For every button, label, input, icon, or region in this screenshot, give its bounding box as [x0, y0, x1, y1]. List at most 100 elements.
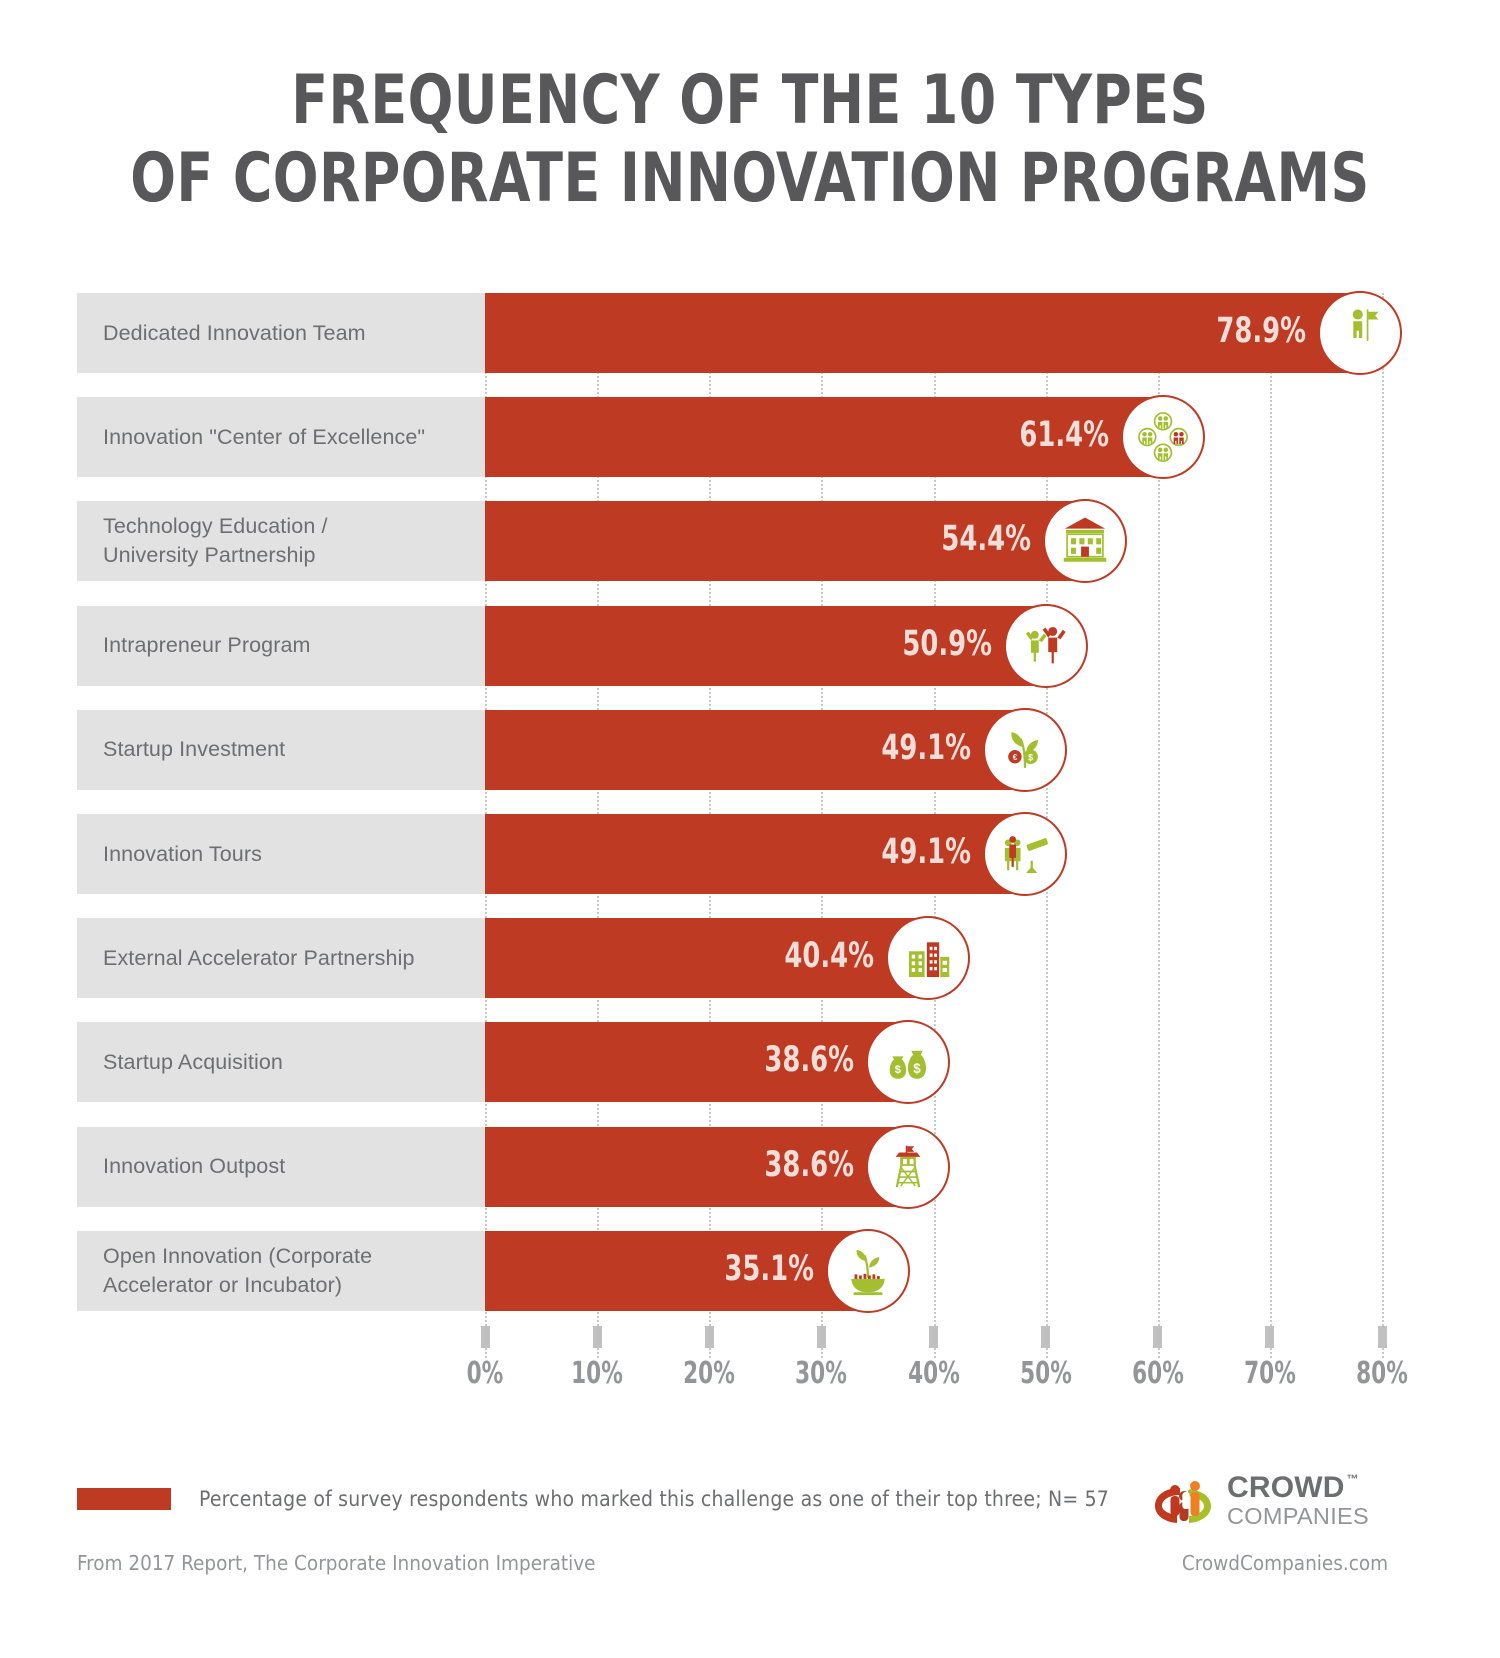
bar-value-label: 38.6% [764, 1144, 854, 1185]
category-label-line-1: Technology Education / [103, 514, 328, 539]
seedling-bowl-icon [826, 1228, 911, 1313]
axis-tick-mark [929, 1326, 938, 1348]
bar-value-label: 38.6% [764, 1040, 854, 1081]
page-title: FREQUENCY OF THE 10 TYPES OF CORPORATE I… [90, 62, 1410, 218]
people-raising-hands-icon [1003, 603, 1088, 688]
axis-tick-mark [704, 1326, 714, 1348]
legend-label: Percentage of survey respondents who mar… [199, 1487, 1110, 1511]
source-attribution: From 2017 Report, The Corporate Innovati… [77, 1551, 596, 1575]
category-label-line-1: Open Innovation (Corporate [103, 1243, 373, 1268]
category-label: Open Innovation (Corporate Accelerator or… [77, 1242, 372, 1300]
category-label-line-1: Innovation Tours [103, 841, 262, 866]
bar [485, 397, 1174, 478]
bar [485, 709, 1036, 790]
bar [485, 1126, 918, 1207]
watchtower-icon [865, 1124, 950, 1209]
category-label: Innovation Tours [77, 840, 262, 869]
category-label-band: Innovation Outpost [77, 1126, 485, 1207]
bar-value-label: 61.4% [1019, 415, 1110, 456]
axis-tick-mark [592, 1326, 602, 1348]
axis-tick-label: 20% [683, 1356, 736, 1391]
bar [485, 918, 938, 999]
title-line-2: OF CORPORATE INNOVATION PROGRAMS [130, 139, 1370, 218]
category-label: Innovation "Center of Excellence" [77, 423, 425, 452]
category-label-line-1: External Accelerator Partnership [103, 945, 415, 970]
category-label-line-1: Startup Acquisition [103, 1049, 283, 1074]
category-label: External Accelerator Partnership [77, 944, 415, 973]
axis-tick-label: 60% [1131, 1356, 1184, 1391]
bar-value-label: 78.9% [1215, 311, 1306, 351]
bar-value-label: 50.9% [902, 623, 992, 664]
axis-tick-mark [816, 1326, 826, 1348]
axis-tick-label: 80% [1356, 1356, 1408, 1391]
axis-tick-label: 70% [1244, 1356, 1296, 1391]
axis-tick-mark [480, 1326, 490, 1348]
category-label: Startup Investment [77, 735, 285, 764]
category-label: Intrapreneur Program [77, 631, 311, 660]
axis-tick-label: 50% [1019, 1356, 1072, 1391]
category-label: Dedicated Innovation Team [77, 319, 366, 348]
bar [485, 814, 1036, 894]
axis-tick-label: 10% [571, 1356, 623, 1391]
category-label-band: Startup Acquisition [77, 1022, 485, 1103]
category-label-band: Innovation Tours [77, 814, 485, 894]
category-label-line-1: Dedicated Innovation Team [103, 320, 366, 345]
logo-name-row: CROWD ™ [1227, 1473, 1369, 1503]
bar [485, 605, 1056, 686]
person-with-flag-icon [1317, 291, 1402, 375]
legend-color-swatch [77, 1488, 171, 1510]
category-label-band: Intrapreneur Program [77, 605, 485, 686]
gridline [1157, 293, 1160, 1358]
axis-tick-mark [1153, 1326, 1163, 1348]
axis-tick-mark [1377, 1326, 1387, 1348]
bar [485, 1230, 879, 1311]
bar-value-label: 49.1% [881, 727, 972, 768]
axis-tick-label: 30% [795, 1356, 848, 1391]
category-label-line-1: Intrapreneur Program [103, 633, 311, 658]
category-label: Innovation Outpost [77, 1152, 285, 1181]
crowd-companies-logo[interactable]: CROWD ™ COMPANIES [1150, 1468, 1420, 1534]
category-label-band: Technology Education / University Partner… [77, 501, 485, 582]
axis-tick-mark [1265, 1326, 1275, 1348]
chart-legend: Percentage of survey respondents who mar… [77, 1487, 1109, 1511]
gridline [1382, 293, 1384, 1358]
website-url: CrowdCompanies.com [1181, 1551, 1389, 1575]
category-label: Technology Education / University Partner… [77, 512, 328, 570]
bar-value-label: 49.1% [881, 832, 972, 872]
bar [485, 501, 1095, 582]
bar [485, 1022, 918, 1103]
axis-tick-mark [1041, 1326, 1051, 1348]
category-label-line-2: Accelerator or Incubator) [103, 1272, 343, 1297]
bar-value-label: 40.4% [784, 936, 874, 977]
money-bags-icon: $ $ [865, 1020, 950, 1105]
svg-text:€: € [1013, 753, 1018, 762]
svg-text:$: $ [913, 1062, 921, 1077]
category-label-line-1: Innovation Outpost [103, 1154, 286, 1179]
logo-name: CROWD [1227, 1471, 1345, 1504]
category-label-band: Startup Investment [77, 709, 485, 790]
city-buildings-icon [885, 916, 970, 1001]
category-label-line-1: Startup Investment [103, 737, 286, 762]
logo-wordmark: CROWD ™ COMPANIES [1227, 1473, 1369, 1530]
trademark-symbol: ™ [1346, 1472, 1359, 1486]
crowd-logo-mark-icon [1150, 1472, 1216, 1530]
category-label-band: External Accelerator Partnership [77, 918, 485, 999]
telescope-group-icon [983, 812, 1068, 896]
logo-subtitle: COMPANIES [1227, 1503, 1369, 1529]
university-building-icon [1042, 499, 1127, 584]
category-label: Startup Acquisition [77, 1048, 283, 1077]
svg-text:$: $ [1029, 752, 1034, 762]
bar-value-label: 35.1% [724, 1248, 815, 1289]
axis-tick-label: 40% [907, 1356, 960, 1391]
category-label-band: Open Innovation (Corporate Accelerator or… [77, 1230, 485, 1311]
category-label-band: Dedicated Innovation Team [77, 293, 485, 373]
category-label-band: Innovation "Center of Excellence" [77, 397, 485, 478]
money-plant-icon: € $ [983, 707, 1068, 792]
axis-tick-label: 0% [466, 1356, 504, 1391]
people-network-icon [1121, 395, 1206, 480]
category-label-line-2: University Partnership [103, 543, 316, 568]
bar-value-label: 54.4% [941, 519, 1031, 560]
svg-text:$: $ [895, 1065, 902, 1077]
title-line-1: FREQUENCY OF THE 10 TYPES [291, 61, 1209, 140]
